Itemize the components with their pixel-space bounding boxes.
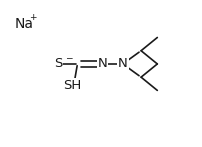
Text: N: N	[97, 57, 107, 70]
Text: +: +	[29, 13, 36, 22]
Text: S: S	[53, 57, 62, 70]
Text: Na: Na	[14, 16, 33, 31]
Text: −: −	[64, 53, 72, 62]
Text: N: N	[117, 57, 127, 70]
Text: SH: SH	[63, 80, 81, 92]
